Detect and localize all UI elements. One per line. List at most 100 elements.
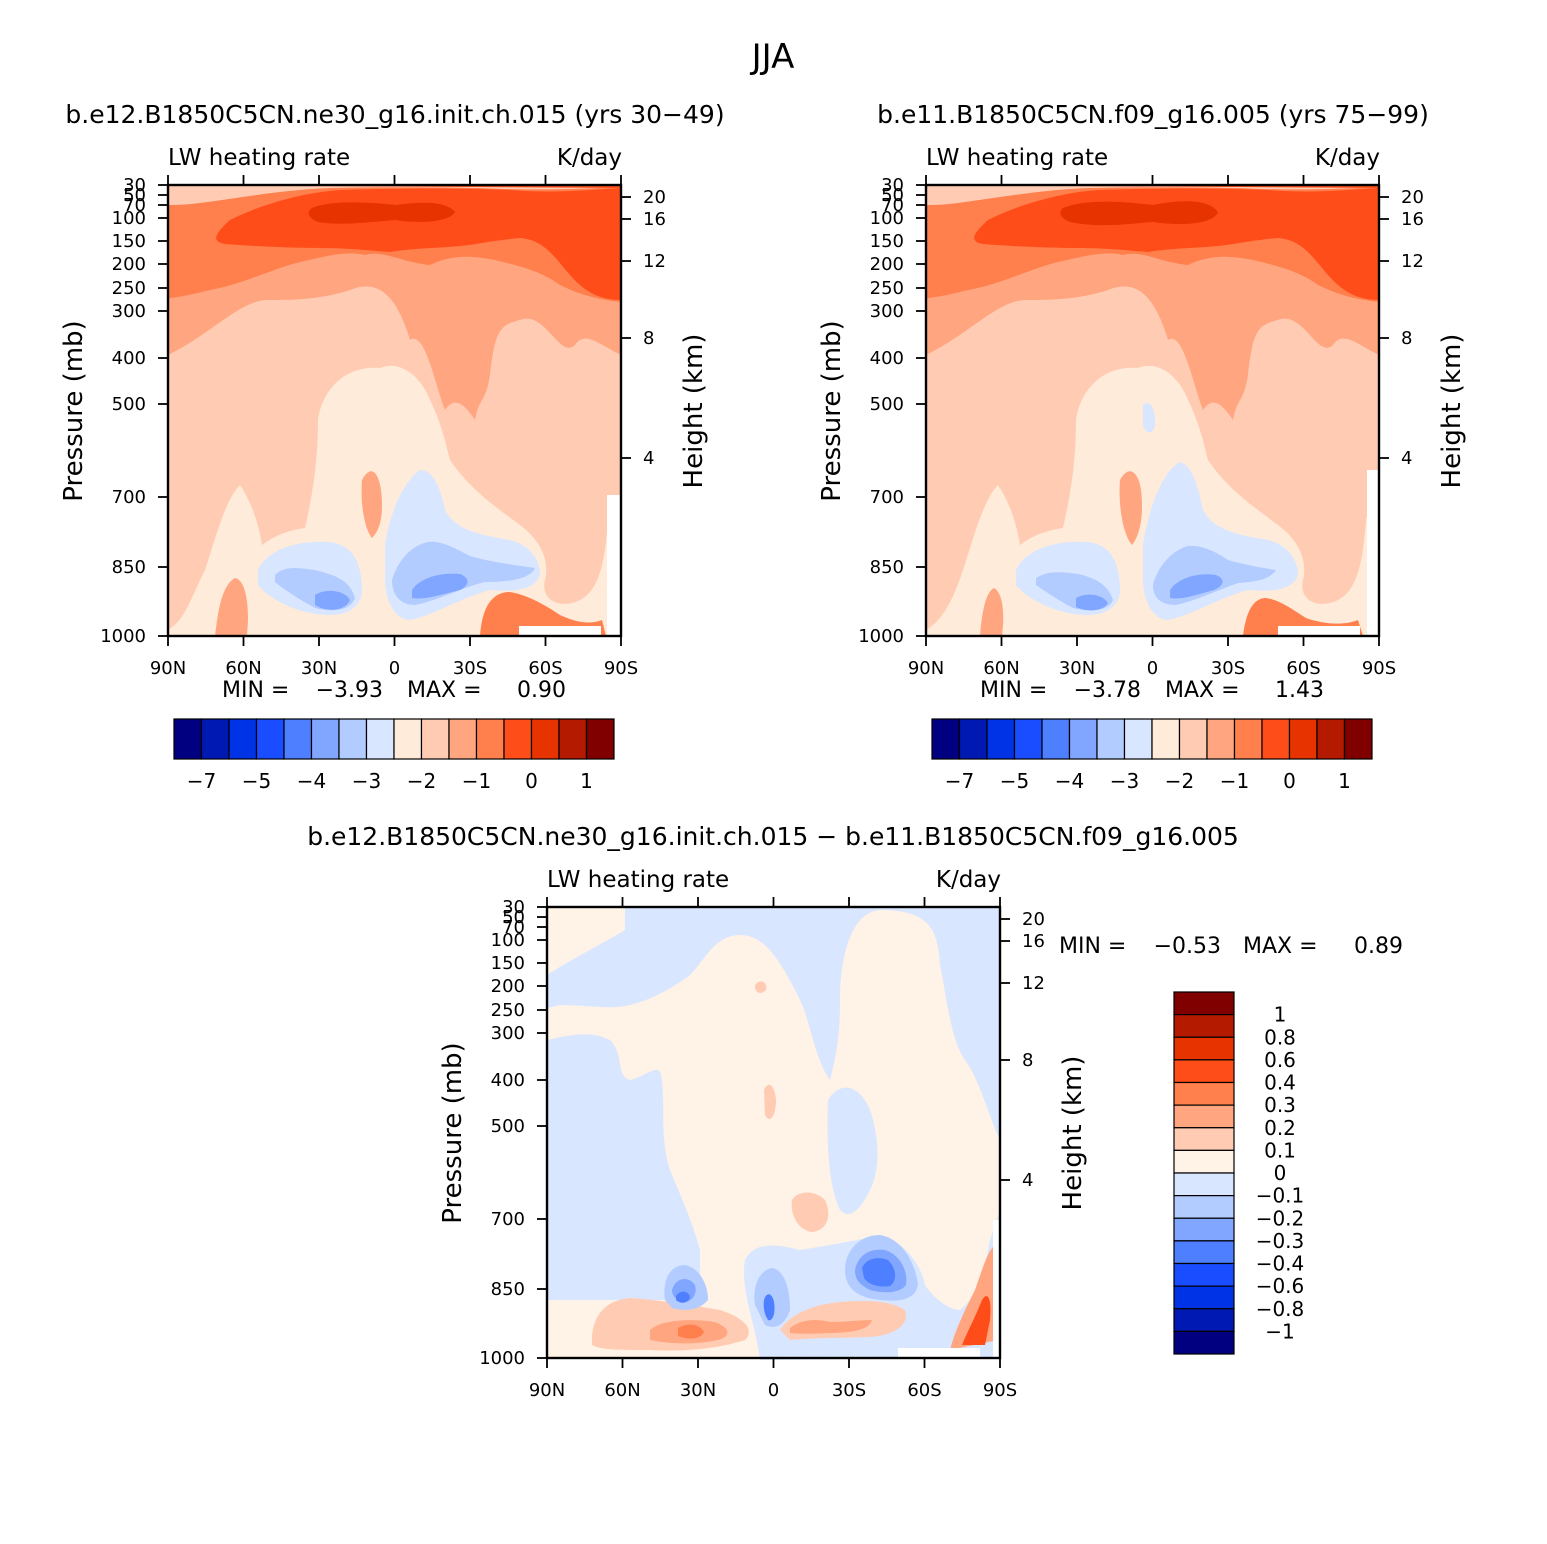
case1-colorbar-box	[338, 718, 368, 760]
case2-region-strong-cooling	[1076, 574, 1223, 611]
diff-colorbar-box	[1173, 1195, 1235, 1219]
diff-colorbar-label: −0.2	[1256, 1206, 1305, 1230]
diff-colorbar-box	[1173, 991, 1235, 1016]
case2-ylabel: Pressure (mb)	[817, 320, 847, 501]
case1-region-lowlevel-warm-north	[215, 578, 248, 636]
panel-diff-title: b.e12.B1850C5CN.ne30_g16.init.ch.015 − b…	[307, 822, 1239, 851]
case2-height-tick-label: 8	[1401, 328, 1412, 349]
case2-xtick-label: 60S	[1286, 658, 1320, 679]
case1-colorbar: −7 −5 −4 −3 −2 −1 0 1	[173, 718, 615, 793]
case1-ytick-label: 30	[123, 175, 146, 196]
case2-colorbar-label: −1	[1220, 769, 1249, 793]
case1-height-tick-label: 16	[643, 209, 666, 230]
diff-region-midlevel-warm-spot	[754, 981, 829, 1232]
case2-colorbar-box	[958, 718, 988, 760]
diff-colorbar-label: −0.1	[1256, 1184, 1305, 1208]
diff-region-middle-negative	[547, 1034, 700, 1300]
case2-colorbar-label: −2	[1165, 769, 1194, 793]
case1-ytick-label: 300	[112, 301, 146, 322]
case2-xtick-label: 30N	[1059, 658, 1095, 679]
panel-case1-title: b.e12.B1850C5CN.ne30_g16.init.ch.015 (yr…	[65, 100, 724, 129]
case1-min-value: −3.93	[316, 678, 383, 703]
diff-region-upper-negative	[547, 907, 1000, 1140]
case1-ytick-label: 50	[123, 185, 146, 206]
diff-missing-data-edge	[993, 1220, 1000, 1358]
case1-colorbar-box	[393, 718, 423, 760]
case1-ytick-label: 1000	[100, 626, 146, 647]
diff-colorbar-box	[1173, 1330, 1235, 1355]
case1-region-strongest	[308, 202, 455, 224]
case1-region-lowlevel-warm-south	[480, 592, 606, 636]
case1-xtick-label: 60N	[225, 658, 261, 679]
diff-colorbar-label: 0	[1274, 1161, 1287, 1185]
case1-region-midlevel-warm-strip	[361, 471, 382, 538]
figure-title: JJA	[750, 37, 795, 77]
diff-ytick-label: 150	[491, 953, 525, 974]
case2-ytick-label: 300	[870, 301, 904, 322]
case1-colorbar-label: −5	[242, 769, 271, 793]
case2-colorbar-label: −4	[1055, 769, 1084, 793]
case1-xtick-label: 60S	[528, 658, 562, 679]
diff-ytick-label: 1000	[479, 1348, 525, 1369]
case1-colorbar-box	[475, 718, 505, 760]
case1-region-top-light	[168, 185, 621, 205]
case1-height-tick-label: 12	[643, 251, 666, 272]
case2-ytick-label: 200	[870, 254, 904, 275]
panel-case1-plot	[168, 185, 621, 636]
diff-colorbar-label: −0.4	[1256, 1252, 1305, 1276]
panel-case1-x-tick-labels: 90N 60N 30N 0 30S 60S 90S	[150, 658, 638, 679]
case2-colorbar-box	[1151, 718, 1181, 760]
panel-case2-y-tick-labels: 30 50 70 100 150 200 250 300 400 500 700…	[858, 175, 904, 647]
case2-colorbar-box	[1343, 718, 1373, 760]
case1-colorbar-box	[503, 718, 533, 760]
case2-height-tick-label: 20	[1401, 187, 1424, 208]
panel-case2-height-tick-labels: 20 16 12 8 4	[1401, 187, 1424, 469]
case2-height-tick-label: 16	[1401, 209, 1424, 230]
diff-colorbar-label: 0.4	[1264, 1071, 1296, 1095]
case1-colorbar-label: −7	[187, 769, 216, 793]
panel-diff-x-tick-labels: 90N 60N 30N 0 30S 60S 90S	[529, 1380, 1017, 1401]
case1-colorbar-box	[228, 718, 258, 760]
panel-diff-units-label: K/day	[936, 867, 1001, 893]
diff-colorbar-box	[1173, 1217, 1235, 1242]
case1-ytick-label: 150	[112, 231, 146, 252]
case2-colorbar-box	[1041, 718, 1071, 760]
diff-colorbar: 10.80.60.40.30.20.10−0.1−0.2−0.3−0.4−0.6…	[1173, 991, 1305, 1355]
case1-ytick-label: 850	[112, 557, 146, 578]
diff-colorbar-box	[1173, 1127, 1235, 1151]
diff-ytick-label: 200	[491, 976, 525, 997]
case1-xtick-label: 90N	[150, 658, 186, 679]
case1-xtick-label: 0	[389, 658, 400, 679]
diff-xtick-label: 60S	[907, 1380, 941, 1401]
case1-colorbar-box	[530, 718, 560, 760]
case1-ylabel: Pressure (mb)	[59, 320, 89, 501]
case1-missing-data-edge	[607, 495, 621, 636]
case1-colorbar-label: 0	[525, 769, 538, 793]
case1-ytick-label: 700	[112, 487, 146, 508]
case2-ytick-label: 70	[881, 195, 904, 216]
diff-colorbar-box	[1173, 1285, 1235, 1310]
panel-case2: b.e11.B1850C5CN.f09_g16.005 (yrs 75−99) …	[817, 100, 1467, 793]
case1-colorbar-label: −3	[352, 769, 381, 793]
case2-colorbar: −7 −5 −4 −3 −2 −1 0 1	[931, 718, 1373, 793]
diff-colorbar-box	[1173, 1036, 1235, 1061]
diff-colorbar-box	[1173, 1081, 1235, 1106]
case1-colorbar-box	[173, 718, 203, 760]
diff-region-south-negative	[827, 1087, 878, 1214]
diff-ytick-label: 300	[491, 1023, 525, 1044]
case1-region-strong-cooling	[315, 573, 468, 610]
diff-region-southpole-strong	[962, 1296, 991, 1345]
diff-colorbar-box	[1173, 1308, 1235, 1332]
panel-diff-variable-label: LW heating rate	[547, 867, 729, 893]
case2-ytick-label: 30	[881, 175, 904, 196]
diff-ytick-label: 500	[491, 1116, 525, 1137]
case1-ytick-label: 500	[112, 394, 146, 415]
diff-region-lower-tropical-moderate	[790, 1320, 872, 1334]
diff-min-value: −0.53	[1154, 934, 1221, 959]
case2-region-top-light	[926, 185, 1379, 205]
case2-region-midlevel-warm-strip	[1119, 471, 1142, 545]
case1-colorbar-box	[365, 718, 395, 760]
case2-colorbar-label: −5	[1000, 769, 1029, 793]
case2-xtick-label: 60N	[983, 658, 1019, 679]
